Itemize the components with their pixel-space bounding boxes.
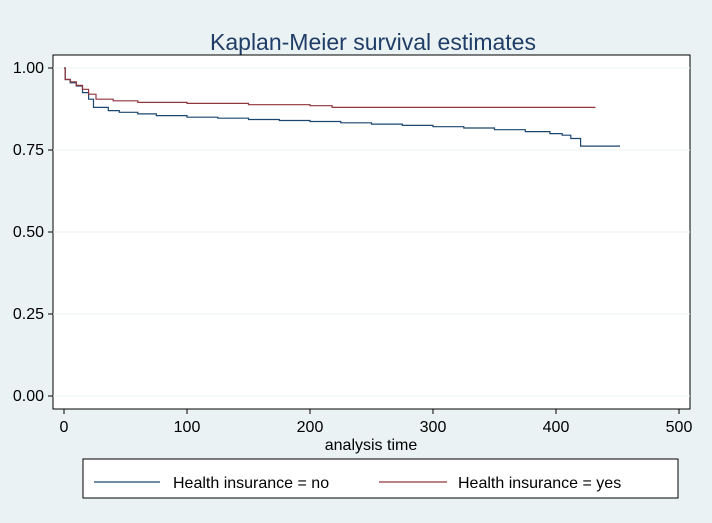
- x-tick-label: 500: [666, 419, 693, 436]
- x-axis-label: analysis time: [325, 437, 418, 454]
- x-tick-label: 400: [543, 419, 570, 436]
- y-tick-label: 0.00: [13, 388, 44, 405]
- x-tick-label: 100: [174, 419, 201, 436]
- legend-label: Health insurance = no: [173, 475, 329, 492]
- y-tick-label: 1.00: [13, 60, 44, 77]
- y-tick-label: 0.50: [13, 224, 44, 241]
- series-line-insurance-yes: [64, 67, 596, 108]
- x-tick-label: 200: [297, 419, 324, 436]
- series-line-insurance-no: [64, 67, 620, 147]
- legend: Health insurance = no Health insurance = …: [82, 458, 679, 499]
- x-tick-label: 300: [420, 419, 447, 436]
- y-tick-label: 0.25: [13, 306, 44, 323]
- y-tick-label: 0.75: [13, 142, 44, 159]
- legend-box: [82, 458, 679, 499]
- axes: 0.00 0.25 0.50 0.75 1.00 0 100 200 300 400 500: [13, 60, 693, 436]
- series-lines: [64, 67, 620, 147]
- legend-label: Health insurance = yes: [458, 475, 621, 492]
- chart-title: Kaplan-Meier survival estimates: [210, 29, 536, 55]
- x-tick-label: 0: [60, 419, 69, 436]
- grid-lines: [53, 67, 690, 397]
